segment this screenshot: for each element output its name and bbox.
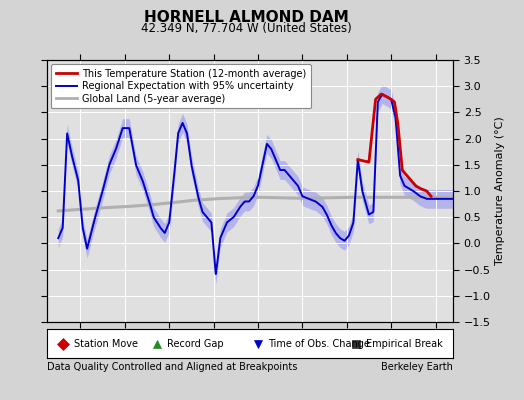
Text: Data Quality Controlled and Aligned at Breakpoints: Data Quality Controlled and Aligned at B… <box>47 362 298 372</box>
Text: Empirical Break: Empirical Break <box>366 338 443 348</box>
Text: Time of Obs. Change: Time of Obs. Change <box>268 338 370 348</box>
Text: Berkeley Earth: Berkeley Earth <box>381 362 453 372</box>
Text: Station Move: Station Move <box>73 338 138 348</box>
Text: HORNELL ALMOND DAM: HORNELL ALMOND DAM <box>144 10 348 25</box>
Y-axis label: Temperature Anomaly (°C): Temperature Anomaly (°C) <box>495 117 505 265</box>
Text: 42.349 N, 77.704 W (United States): 42.349 N, 77.704 W (United States) <box>141 22 352 35</box>
Text: Record Gap: Record Gap <box>167 338 224 348</box>
Legend: This Temperature Station (12-month average), Regional Expectation with 95% uncer: This Temperature Station (12-month avera… <box>51 64 311 108</box>
